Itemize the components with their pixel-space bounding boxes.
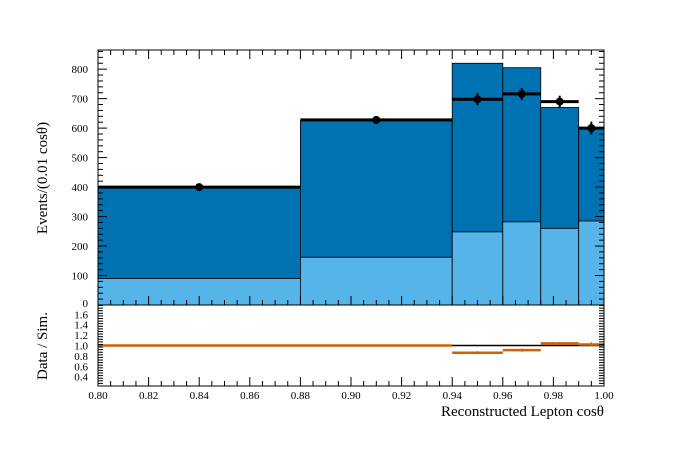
main-y-tick-label: 300: [72, 212, 89, 224]
data-point: [555, 97, 564, 106]
ratio-y-tick-label: 1.0: [74, 341, 88, 353]
main-panel: 100 200 300 400 500 600 700 800 0: [72, 49, 605, 310]
data-point: [195, 183, 204, 192]
data-point: [372, 115, 381, 124]
stack-bar-light: [451, 231, 504, 306]
x-axis-title: Reconstructed Lepton cosθ: [441, 404, 604, 420]
stack-bar-light: [540, 227, 580, 306]
stack-bar-dark: [299, 120, 453, 258]
data-point: [473, 95, 482, 104]
ratio-y-tick-label: 1.6: [74, 309, 88, 321]
stack-bar-dark: [451, 62, 504, 233]
stack-bar-light: [502, 221, 542, 306]
stack-bar-dark: [97, 186, 301, 279]
main-y-tick-label: 700: [72, 94, 89, 106]
ratio-y-axis-title: Data / Sim.: [35, 312, 51, 380]
x-tick-label: 0.88: [291, 390, 311, 402]
ratio-y-tick-label: 1.2: [74, 330, 88, 342]
data-point: [517, 89, 526, 98]
main-y-tick-label: 100: [72, 271, 89, 283]
x-tick-label: 1.00: [594, 390, 614, 402]
ratio-y-tick-label: 0.8: [74, 351, 88, 363]
stack-bar-dark: [578, 127, 605, 222]
main-y-tick-label: 600: [72, 123, 89, 135]
main-y-tick-label: 800: [72, 64, 89, 76]
data-point: [587, 124, 596, 133]
ratio-y-tick-label: 0.4: [74, 372, 88, 384]
x-tick-label: 0.94: [443, 390, 463, 402]
ratio-y-tick-label: 1.4: [74, 320, 88, 332]
x-tick-label: 0.98: [544, 390, 564, 402]
main-y-tick-label: 400: [72, 182, 89, 194]
stack-bar-light: [578, 220, 605, 306]
ratio-panel: 0.40.60.81.01.21.41.6 0.80 0.82 0.84 0.86 0.8…: [74, 304, 614, 402]
x-tick-label: 0.92: [392, 390, 411, 402]
x-tick-label: 0.96: [493, 390, 513, 402]
x-tick-label: 0.80: [88, 390, 108, 402]
x-tick-label: 0.84: [190, 390, 210, 402]
main-y-zero-label: 0: [83, 298, 89, 310]
main-y-tick-label: 500: [72, 153, 89, 165]
main-y-tick-label: 200: [72, 241, 89, 253]
ratio-y-tick-label: 0.6: [74, 361, 88, 373]
stack-bar-light: [299, 256, 453, 306]
x-tick-label: 0.82: [139, 390, 158, 402]
x-tick-label: 0.86: [240, 390, 260, 402]
x-tick-label: 0.90: [341, 390, 361, 402]
main-y-axis-title: Events/(0.01 cosθ): [35, 122, 51, 234]
stack-bar-dark: [540, 107, 580, 229]
